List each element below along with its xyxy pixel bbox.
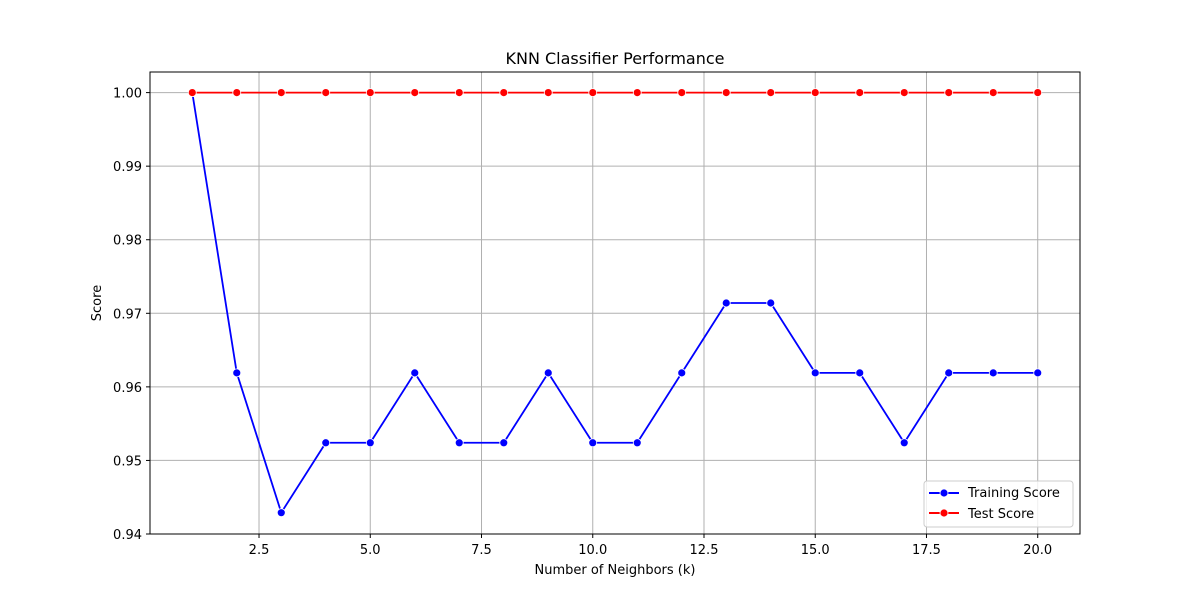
y-tick-label: 0.96	[113, 381, 142, 396]
training-score-line	[191, 92, 1038, 514]
x-axis-ticks: 2.5 5.0 7.5 10.0 12.5 15.0 17.5 20.0	[249, 534, 1052, 558]
training-score-series	[187, 88, 1043, 518]
x-tick-label: 5.0	[360, 543, 381, 558]
series-lines	[187, 88, 1043, 518]
training-score-point	[588, 438, 598, 448]
test-score-point	[1033, 88, 1043, 97]
test-score-point	[276, 88, 286, 97]
test-score-point	[855, 88, 865, 97]
training-score-point	[855, 368, 865, 378]
y-tick-label: 0.98	[113, 234, 142, 249]
y-tick-label: 0.99	[113, 160, 142, 175]
test-score-point	[677, 88, 687, 97]
legend-marker-training	[939, 488, 949, 498]
training-score-point	[232, 368, 242, 378]
y-axis-label: Score	[90, 285, 105, 321]
test-score-point	[588, 88, 598, 97]
grid-lines	[150, 72, 1080, 535]
x-tick-label: 10.0	[578, 543, 607, 558]
x-axis-label: Number of Neighbors (k)	[535, 563, 696, 578]
x-tick-label: 20.0	[1023, 543, 1052, 558]
y-tick-label: 1.00	[113, 87, 142, 102]
training-score-point	[721, 298, 731, 308]
y-tick-label: 0.95	[113, 454, 142, 469]
test-score-point	[810, 88, 820, 97]
training-score-point	[988, 368, 998, 378]
test-score-point	[187, 88, 197, 97]
training-score-point	[543, 368, 553, 378]
test-score-point	[944, 88, 954, 97]
plot-area-frame	[149, 71, 1081, 535]
training-score-point	[944, 368, 954, 378]
chart-title: KNN Classifier Performance	[505, 49, 724, 68]
y-axis-ticks: 0.94 0.95 0.96 0.97 0.98 0.99 1.00	[113, 87, 150, 543]
legend-marker-test	[939, 508, 949, 518]
x-tick-label: 15.0	[801, 543, 830, 558]
x-tick-label: 12.5	[690, 543, 719, 558]
training-score-point	[410, 368, 420, 378]
x-tick-label: 7.5	[471, 543, 492, 558]
legend: Training Score Test Score	[923, 480, 1074, 528]
test-score-point	[499, 88, 509, 97]
training-score-point	[632, 438, 642, 448]
y-tick-label: 0.94	[113, 528, 142, 543]
test-score-point	[766, 88, 776, 97]
training-score-point	[321, 438, 331, 448]
legend-label-test: Test Score	[967, 507, 1034, 522]
x-tick-label: 17.5	[912, 543, 941, 558]
test-score-point	[232, 88, 242, 97]
x-tick-label: 2.5	[249, 543, 270, 558]
test-score-point	[410, 88, 420, 97]
training-score-point	[1033, 368, 1043, 378]
training-score-point	[677, 368, 687, 378]
test-score-point	[632, 88, 642, 97]
training-score-point	[810, 368, 820, 378]
y-tick-label: 0.97	[113, 307, 142, 322]
training-score-point	[454, 438, 464, 448]
legend-label-training: Training Score	[967, 486, 1060, 501]
test-score-point	[365, 88, 375, 97]
training-score-point	[365, 438, 375, 448]
training-score-point	[766, 298, 776, 308]
test-score-point	[543, 88, 553, 97]
training-score-point	[276, 508, 286, 518]
test-score-series	[187, 88, 1043, 97]
test-score-point	[721, 88, 731, 97]
legend-box	[923, 480, 1074, 528]
test-score-point	[988, 88, 998, 97]
training-score-point	[499, 438, 509, 448]
test-score-point	[321, 88, 331, 97]
training-score-point	[899, 438, 909, 448]
test-score-point	[899, 88, 909, 97]
test-score-point	[454, 88, 464, 97]
